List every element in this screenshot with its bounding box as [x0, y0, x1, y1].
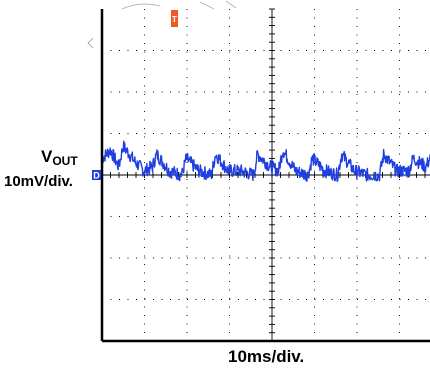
decoration-chevron — [87, 37, 94, 49]
y-axis-signal-subscript: OUT — [52, 154, 78, 168]
y-axis-signal-label: VOUT — [41, 147, 78, 168]
channel-marker — [92, 170, 101, 180]
trigger-marker-text: T — [172, 15, 177, 24]
x-axis-scale-label: 10ms/div. — [228, 347, 305, 366]
decoration-arc — [121, 3, 161, 10]
y-axis-scale-label: 10mV/div. — [4, 173, 73, 190]
y-axis-signal-name: V — [41, 147, 53, 166]
series-line — [101, 140, 430, 182]
decoration-strokes — [199, 0, 237, 10]
trigger-marker — [171, 10, 178, 27]
channel-marker-text: D — [93, 171, 100, 181]
